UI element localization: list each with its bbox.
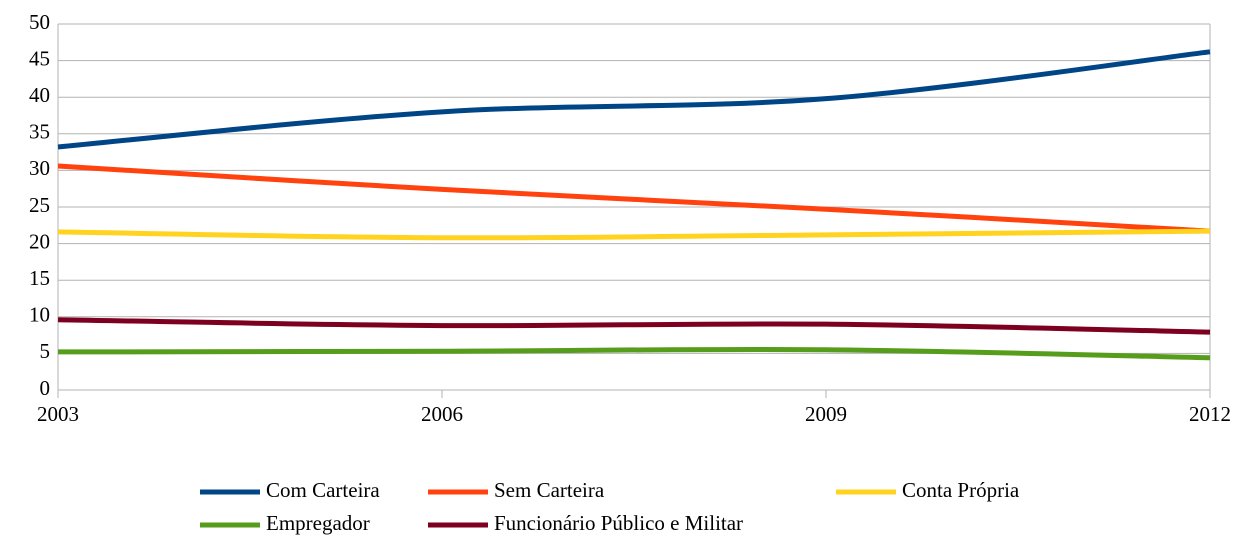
y-tick-label: 30: [29, 156, 50, 180]
y-tick-label: 45: [29, 46, 50, 70]
y-tick-label: 40: [29, 83, 50, 107]
y-tick-label: 20: [29, 229, 50, 253]
series-line: [57, 228, 1211, 241]
series-line: [57, 49, 1211, 150]
legend-label: Empregador: [266, 511, 370, 535]
y-tick-label: 25: [29, 193, 50, 217]
y-tick-label: 35: [29, 120, 50, 144]
series-line: [57, 163, 1211, 234]
x-tick-label: 2009: [805, 402, 847, 426]
y-tick-label: 50: [29, 10, 50, 34]
y-tick-label: 10: [29, 303, 50, 327]
legend-label: Sem Carteira: [494, 478, 605, 502]
x-tick-label: 2003: [37, 402, 79, 426]
y-tick-label: 0: [40, 376, 51, 400]
y-tick-label: 15: [29, 266, 50, 290]
x-tick-label: 2006: [421, 402, 463, 426]
x-tick-label: 2012: [1189, 402, 1231, 426]
series-line: [57, 346, 1211, 361]
legend-label: Conta Própria: [902, 478, 1020, 502]
y-tick-label: 5: [40, 339, 51, 363]
series-line: [57, 317, 1211, 335]
legend-label: Com Carteira: [266, 478, 380, 502]
legend-label: Funcionário Público e Militar: [494, 511, 743, 535]
